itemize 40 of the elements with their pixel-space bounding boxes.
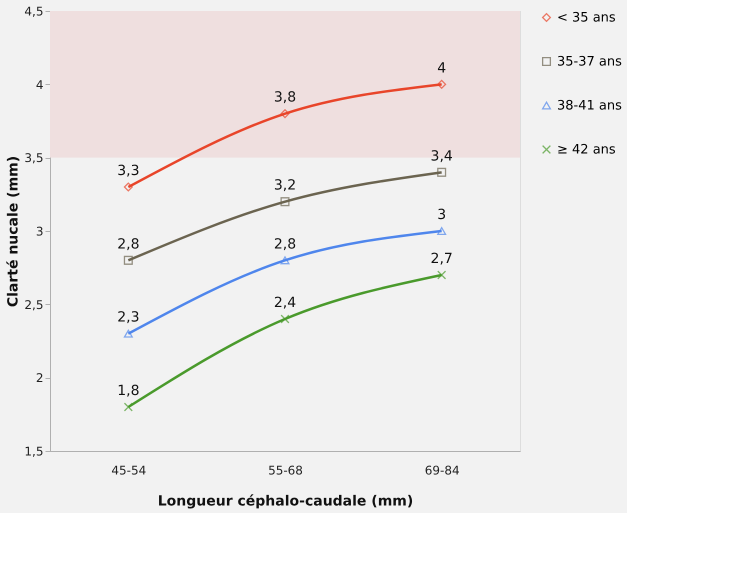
y-tick-label: 2,5 [24, 298, 44, 312]
point [437, 80, 446, 89]
legend-label: < 35 ans [557, 10, 616, 26]
point [124, 256, 133, 265]
data-label: 2,8 [274, 236, 296, 252]
data-label: 3,4 [430, 148, 453, 164]
point [124, 182, 133, 192]
data-label: 4 [437, 60, 446, 76]
x-tick-label: 69-84 [424, 464, 460, 478]
point [280, 256, 290, 264]
point [437, 226, 446, 236]
data-label: 2,4 [274, 295, 296, 311]
x-tick-label: 55-68 [268, 464, 303, 478]
legend-label: 35-37 ans [557, 54, 622, 70]
point [437, 168, 446, 177]
legend-label: ≥ 42 ans [557, 142, 616, 158]
x-tick-label: 45-54 [111, 464, 146, 478]
data-label: 3,8 [274, 90, 296, 106]
x-axis-title: Longueur céphalo-caudale (mm) [158, 494, 414, 510]
data-label: 3,3 [117, 163, 140, 179]
y-tick-label: 4 [36, 78, 44, 92]
y-tick-label: 3,5 [24, 151, 44, 166]
point [124, 402, 133, 412]
y-tick-label: 3 [36, 224, 44, 238]
point [280, 314, 290, 324]
data-label: 3 [437, 207, 446, 223]
y-tick-label: 2 [36, 371, 44, 386]
data-label: 1,8 [117, 383, 140, 399]
data-label: 2,7 [430, 251, 453, 267]
data-label: 2,3 [117, 310, 140, 326]
point [437, 270, 446, 280]
data-label: 2,8 [117, 236, 140, 252]
y-tick-label: 4,5 [24, 4, 44, 18]
legend-label: 38-41 ans [557, 98, 622, 114]
y-axis-title: Clarté nucale (mm) [5, 156, 22, 308]
data-label: 3,2 [274, 178, 296, 194]
point [280, 197, 290, 206]
y-tick-label: 1,5 [24, 444, 44, 458]
point [280, 109, 290, 118]
point [124, 330, 133, 338]
